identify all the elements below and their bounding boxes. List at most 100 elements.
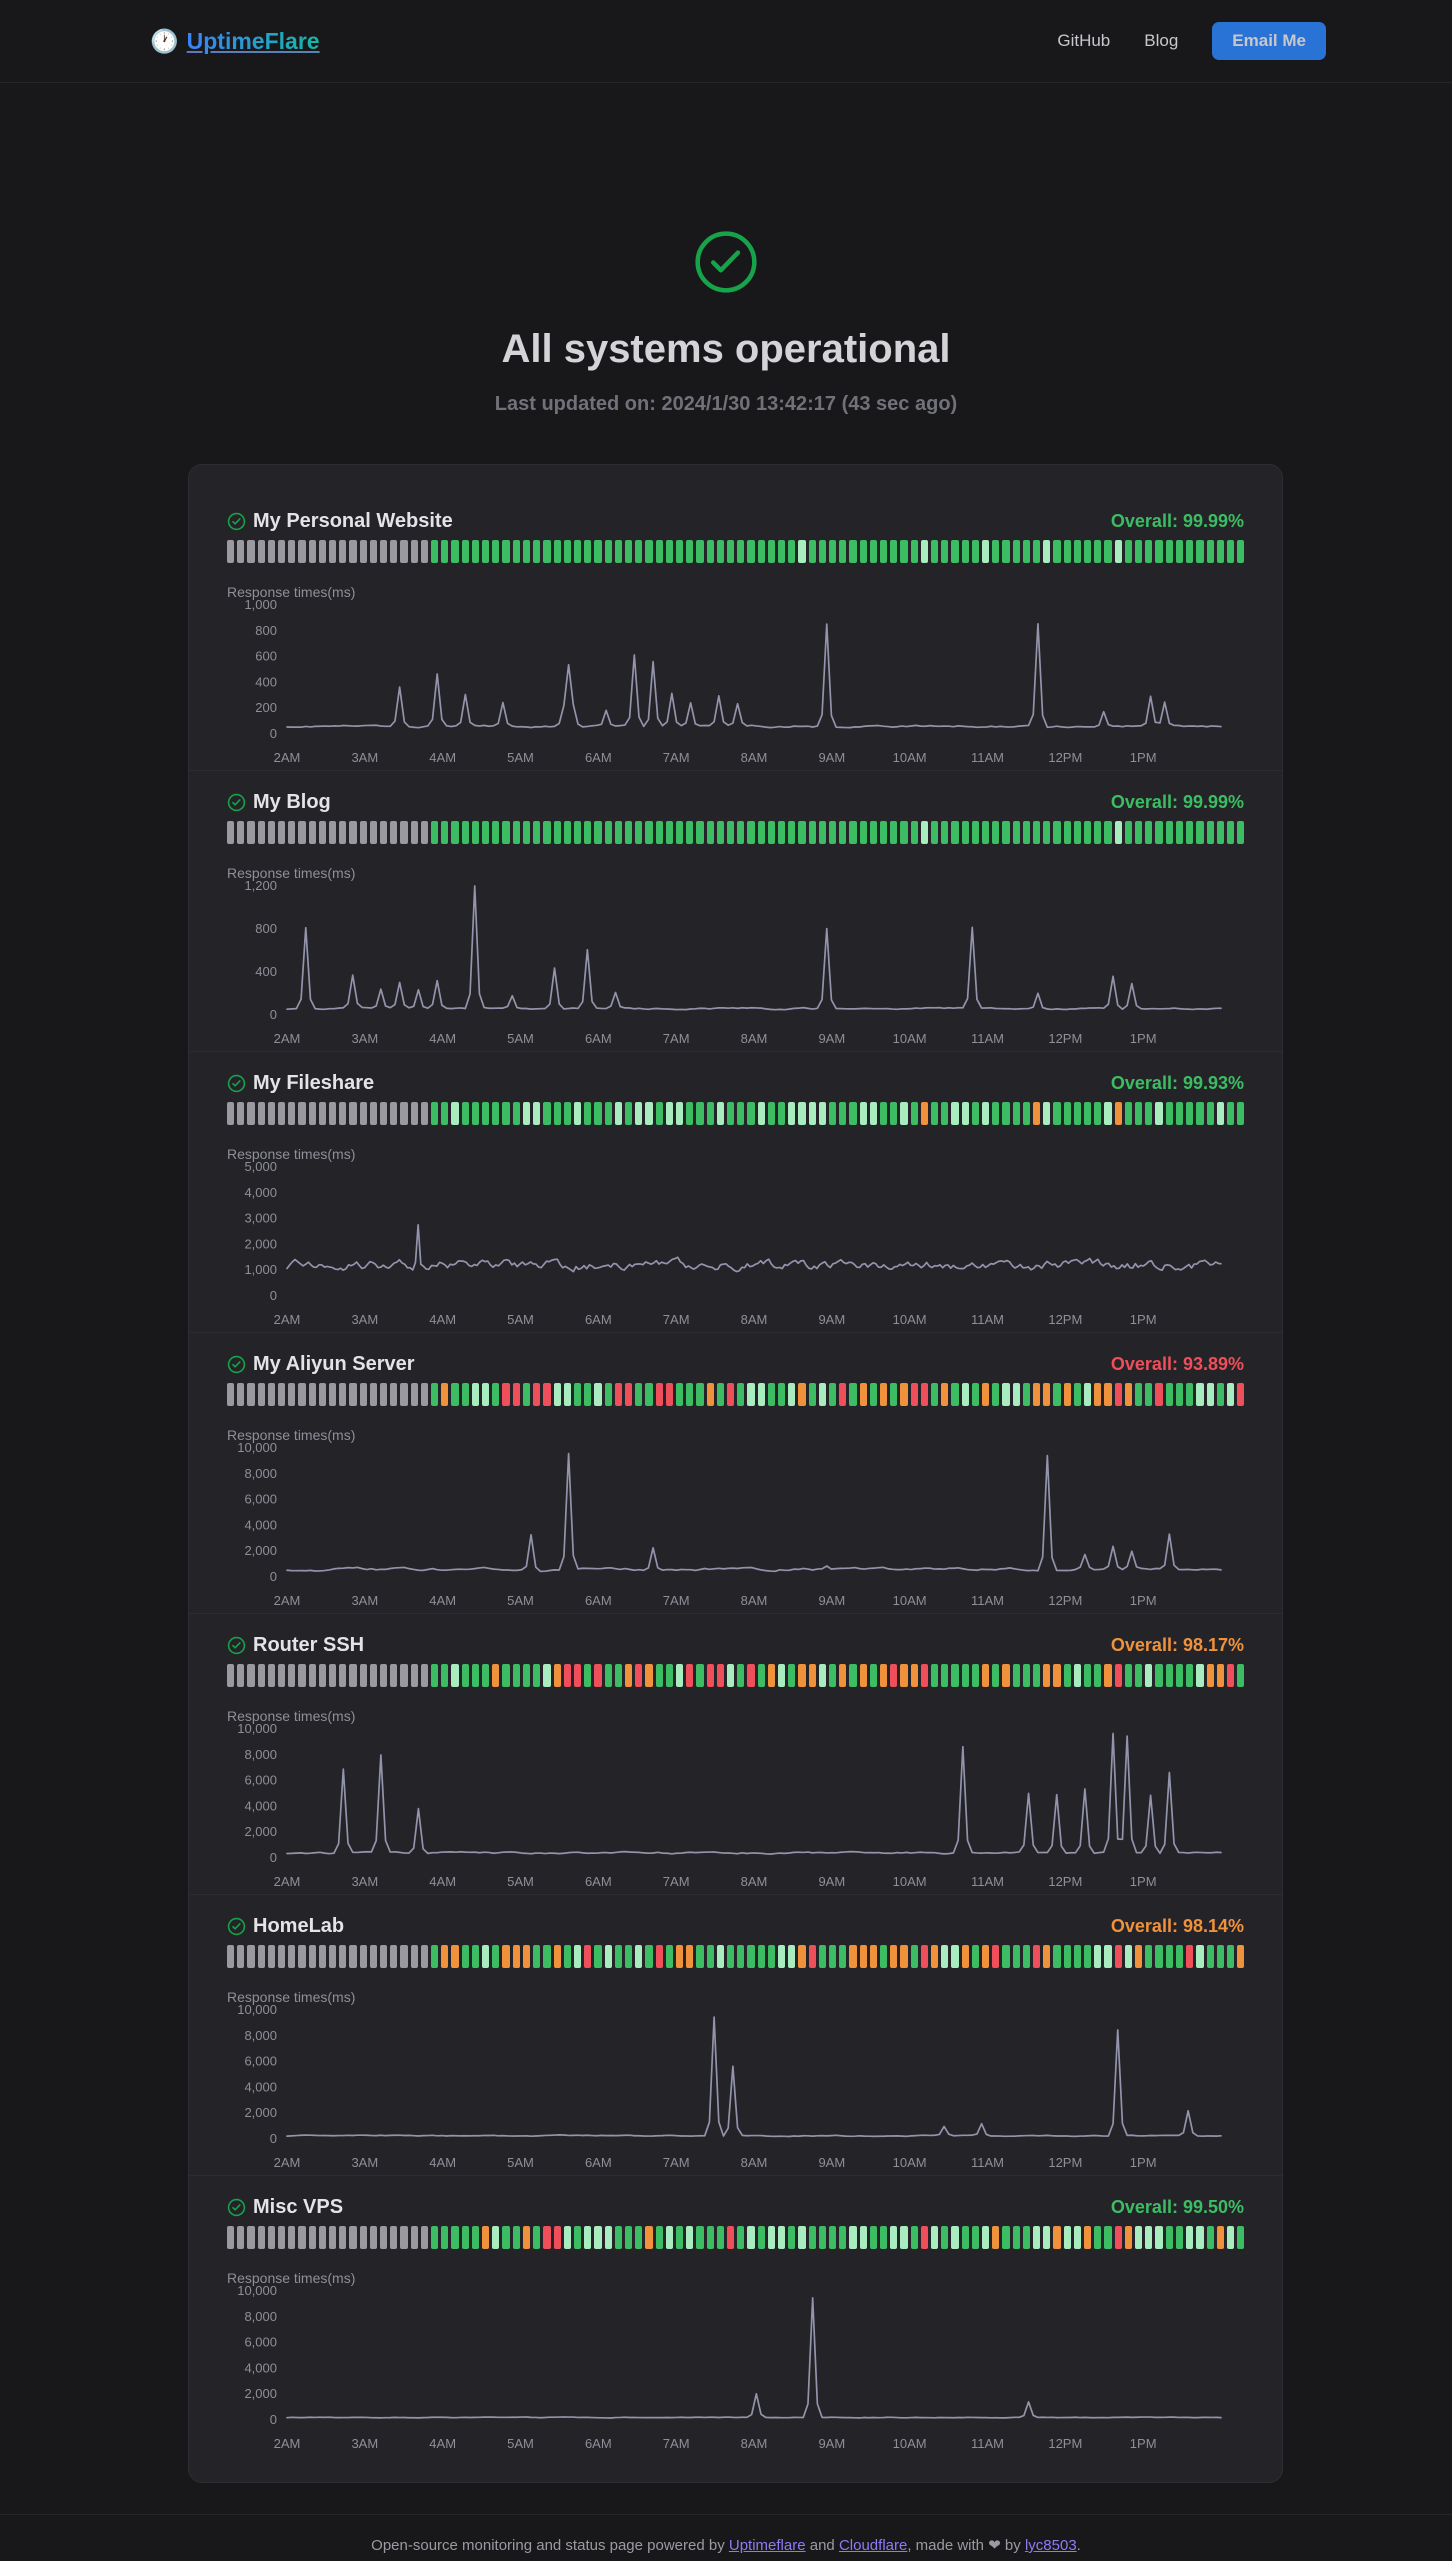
svg-text:6AM: 6AM [585, 1031, 612, 1046]
svg-text:600: 600 [255, 649, 277, 664]
svg-text:4,000: 4,000 [244, 2079, 277, 2094]
svg-text:1,200: 1,200 [244, 881, 277, 893]
svg-text:11AM: 11AM [971, 2155, 1004, 2170]
svg-text:7AM: 7AM [663, 2436, 690, 2451]
svg-text:9AM: 9AM [818, 2436, 845, 2451]
svg-text:4,000: 4,000 [244, 2360, 277, 2375]
svg-text:5,000: 5,000 [244, 1162, 277, 1174]
svg-text:5AM: 5AM [507, 2436, 534, 2451]
svg-text:4,000: 4,000 [244, 1185, 277, 1200]
svg-text:4AM: 4AM [429, 1874, 456, 1889]
svg-text:6AM: 6AM [585, 2436, 612, 2451]
svg-text:1PM: 1PM [1130, 1312, 1157, 1327]
svg-text:9AM: 9AM [818, 1312, 845, 1327]
svg-text:7AM: 7AM [663, 1874, 690, 1889]
svg-text:12PM: 12PM [1048, 1031, 1082, 1046]
svg-text:800: 800 [255, 921, 277, 936]
svg-text:9AM: 9AM [818, 1031, 845, 1046]
svg-text:2AM: 2AM [274, 1874, 301, 1889]
svg-text:3AM: 3AM [351, 2436, 378, 2451]
svg-text:2AM: 2AM [274, 1593, 301, 1608]
svg-text:2,000: 2,000 [244, 1824, 277, 1839]
svg-text:1PM: 1PM [1130, 750, 1157, 765]
svg-text:6,000: 6,000 [244, 2335, 277, 2350]
svg-text:10,000: 10,000 [237, 2005, 277, 2017]
svg-text:0: 0 [270, 2412, 277, 2427]
svg-text:11AM: 11AM [971, 750, 1004, 765]
svg-text:12PM: 12PM [1048, 750, 1082, 765]
svg-text:5AM: 5AM [507, 1312, 534, 1327]
svg-text:10AM: 10AM [893, 2436, 927, 2451]
svg-text:9AM: 9AM [818, 750, 845, 765]
svg-text:8AM: 8AM [741, 2436, 768, 2451]
svg-text:10AM: 10AM [893, 2155, 927, 2170]
svg-text:8AM: 8AM [741, 1593, 768, 1608]
svg-text:10,000: 10,000 [237, 2286, 277, 2298]
svg-text:8,000: 8,000 [244, 2309, 277, 2324]
svg-text:5AM: 5AM [507, 1874, 534, 1889]
svg-text:0: 0 [270, 1569, 277, 1584]
svg-text:7AM: 7AM [663, 1312, 690, 1327]
svg-text:800: 800 [255, 623, 277, 638]
svg-text:400: 400 [255, 674, 277, 689]
svg-text:0: 0 [270, 1850, 277, 1865]
svg-text:8AM: 8AM [741, 1312, 768, 1327]
svg-text:6AM: 6AM [585, 2155, 612, 2170]
svg-text:5AM: 5AM [507, 1031, 534, 1046]
svg-text:5AM: 5AM [507, 750, 534, 765]
svg-text:0: 0 [270, 726, 277, 741]
svg-text:3AM: 3AM [351, 2155, 378, 2170]
svg-text:2,000: 2,000 [244, 1236, 277, 1251]
svg-text:12PM: 12PM [1048, 2155, 1082, 2170]
svg-text:7AM: 7AM [663, 750, 690, 765]
svg-text:8AM: 8AM [741, 1874, 768, 1889]
svg-text:2AM: 2AM [274, 2436, 301, 2451]
svg-text:4AM: 4AM [429, 2436, 456, 2451]
svg-text:6,000: 6,000 [244, 1773, 277, 1788]
svg-text:3AM: 3AM [351, 1593, 378, 1608]
svg-text:12PM: 12PM [1048, 1593, 1082, 1608]
svg-text:0: 0 [270, 1007, 277, 1022]
svg-text:10,000: 10,000 [237, 1724, 277, 1736]
svg-text:6,000: 6,000 [244, 1492, 277, 1507]
svg-text:1PM: 1PM [1130, 1031, 1157, 1046]
svg-text:4AM: 4AM [429, 1031, 456, 1046]
svg-text:1PM: 1PM [1130, 1874, 1157, 1889]
svg-text:8AM: 8AM [741, 750, 768, 765]
svg-text:8AM: 8AM [741, 1031, 768, 1046]
svg-text:9AM: 9AM [818, 2155, 845, 2170]
svg-text:12PM: 12PM [1048, 1874, 1082, 1889]
svg-text:3AM: 3AM [351, 1031, 378, 1046]
svg-text:2,000: 2,000 [244, 2386, 277, 2401]
svg-text:6AM: 6AM [585, 1874, 612, 1889]
svg-text:4,000: 4,000 [244, 1798, 277, 1813]
svg-text:12PM: 12PM [1048, 2436, 1082, 2451]
svg-text:7AM: 7AM [663, 1031, 690, 1046]
svg-text:2AM: 2AM [274, 750, 301, 765]
svg-text:3AM: 3AM [351, 1874, 378, 1889]
svg-text:10,000: 10,000 [237, 1443, 277, 1455]
svg-text:1PM: 1PM [1130, 1593, 1157, 1608]
svg-text:2AM: 2AM [274, 2155, 301, 2170]
svg-text:11AM: 11AM [971, 1031, 1004, 1046]
svg-text:4AM: 4AM [429, 2155, 456, 2170]
svg-text:4AM: 4AM [429, 1312, 456, 1327]
svg-text:10AM: 10AM [893, 1312, 927, 1327]
svg-text:8,000: 8,000 [244, 1466, 277, 1481]
svg-text:4AM: 4AM [429, 1593, 456, 1608]
svg-text:8AM: 8AM [741, 2155, 768, 2170]
svg-text:3AM: 3AM [351, 750, 378, 765]
svg-text:1,000: 1,000 [244, 1262, 277, 1277]
svg-text:1PM: 1PM [1130, 2436, 1157, 2451]
svg-text:3AM: 3AM [351, 1312, 378, 1327]
svg-text:10AM: 10AM [893, 1593, 927, 1608]
svg-text:1,000: 1,000 [244, 600, 277, 612]
svg-text:0: 0 [270, 1288, 277, 1303]
svg-text:6AM: 6AM [585, 1593, 612, 1608]
svg-text:6,000: 6,000 [244, 2054, 277, 2069]
svg-text:9AM: 9AM [818, 1874, 845, 1889]
svg-text:2,000: 2,000 [244, 2105, 277, 2120]
svg-text:7AM: 7AM [663, 1593, 690, 1608]
svg-text:10AM: 10AM [893, 1874, 927, 1889]
svg-text:2AM: 2AM [274, 1031, 301, 1046]
